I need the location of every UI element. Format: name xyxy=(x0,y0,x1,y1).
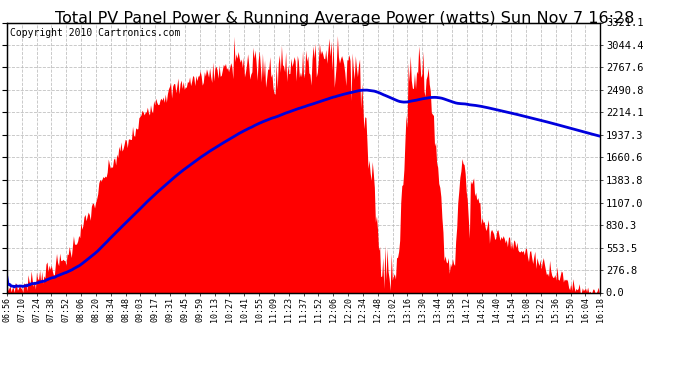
Text: Copyright 2010 Cartronics.com: Copyright 2010 Cartronics.com xyxy=(10,28,180,38)
Text: Total PV Panel Power & Running Average Power (watts) Sun Nov 7 16:28: Total PV Panel Power & Running Average P… xyxy=(55,11,635,26)
